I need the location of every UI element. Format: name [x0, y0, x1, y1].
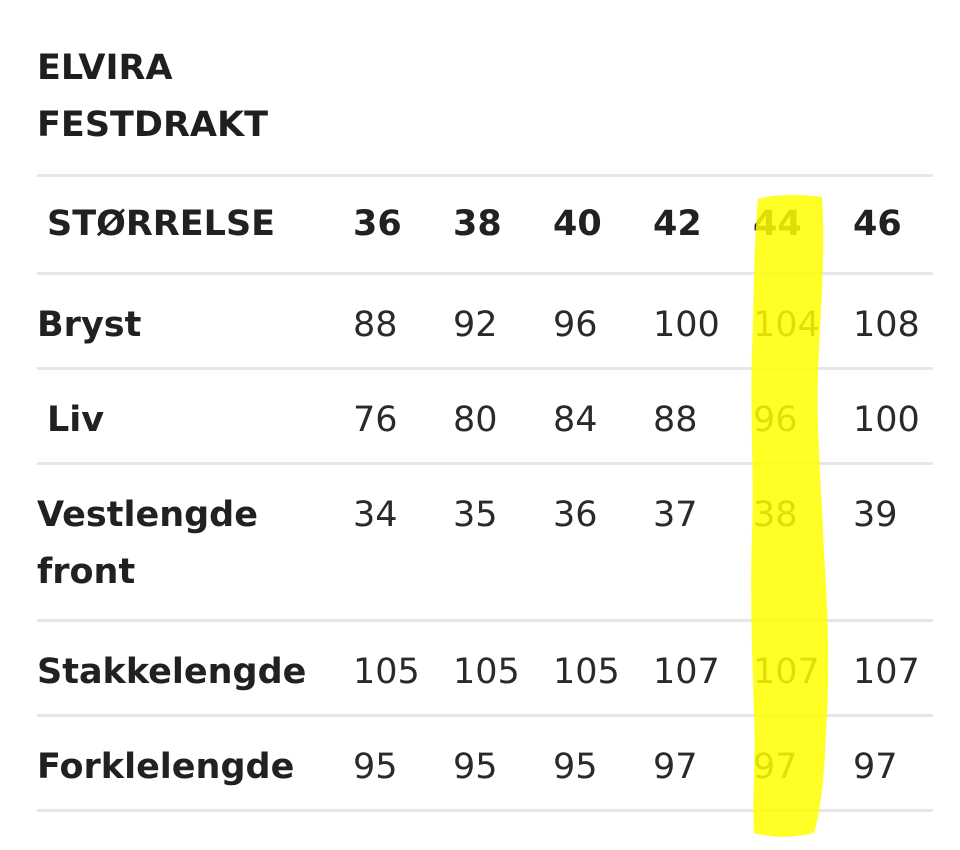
- row-label-stakkelengde: Stakkelengde: [37, 619, 353, 716]
- header-size-40: 40: [553, 174, 653, 274]
- page-title: ELVIRA FESTDRAKT: [37, 40, 268, 154]
- table-cell: 92: [453, 272, 553, 369]
- table-cell: 80: [453, 367, 553, 464]
- table-cell: 96: [753, 367, 853, 464]
- table-cell: 105: [453, 619, 553, 716]
- table-cell: 97: [753, 714, 853, 812]
- header-size-label: STØRRELSE: [37, 174, 353, 274]
- table-cell: 38: [753, 462, 853, 621]
- title-line-2: FESTDRAKT: [37, 105, 268, 145]
- header-size-42: 42: [653, 174, 753, 274]
- header-size-38: 38: [453, 174, 553, 274]
- table-cell: 84: [553, 367, 653, 464]
- table-cell: 95: [553, 714, 653, 812]
- table-cell: 100: [653, 272, 753, 369]
- row-label-bryst: Bryst: [37, 272, 353, 369]
- row-label-liv: Liv: [37, 367, 353, 464]
- table-cell: 100: [853, 367, 933, 464]
- table-cell: 97: [853, 714, 933, 812]
- header-size-36: 36: [353, 174, 453, 274]
- table-cell: 37: [653, 462, 753, 621]
- table-cell: 88: [653, 367, 753, 464]
- table-cell: 107: [653, 619, 753, 716]
- table-row: Bryst 88 92 96 100 104 108: [37, 272, 933, 369]
- table-cell: 104: [753, 272, 853, 369]
- table-row: Stakkelengde 105 105 105 107 107 107: [37, 619, 933, 716]
- table-cell: 88: [353, 272, 453, 369]
- table-cell: 105: [353, 619, 453, 716]
- table-row: Liv 76 80 84 88 96 100: [37, 367, 933, 464]
- table-cell: 39: [853, 462, 933, 621]
- table-cell: 36: [553, 462, 653, 621]
- table-cell: 35: [453, 462, 553, 621]
- table-row: Forklelengde 95 95 95 97 97 97: [37, 714, 933, 812]
- header-size-46: 46: [853, 174, 933, 274]
- row-label-vestlengde-front: Vestlengde front: [37, 462, 353, 621]
- table-cell: 34: [353, 462, 453, 621]
- table-cell: 97: [653, 714, 753, 812]
- row-label-forklelengde: Forklelengde: [37, 714, 353, 812]
- table-cell: 76: [353, 367, 453, 464]
- table-cell: 107: [753, 619, 853, 716]
- table-row: Vestlengde front 34 35 36 37 38 39: [37, 462, 933, 621]
- table-cell: 107: [853, 619, 933, 716]
- table-cell: 96: [553, 272, 653, 369]
- table-cell: 108: [853, 272, 933, 369]
- size-chart-table: STØRRELSE 36 38 40 42 44 46 Bryst 88 92 …: [37, 174, 933, 812]
- header-size-44: 44: [753, 174, 853, 274]
- table-cell: 105: [553, 619, 653, 716]
- table-cell: 95: [353, 714, 453, 812]
- table-header-row: STØRRELSE 36 38 40 42 44 46: [37, 174, 933, 274]
- title-line-1: ELVIRA: [37, 48, 173, 88]
- table-cell: 95: [453, 714, 553, 812]
